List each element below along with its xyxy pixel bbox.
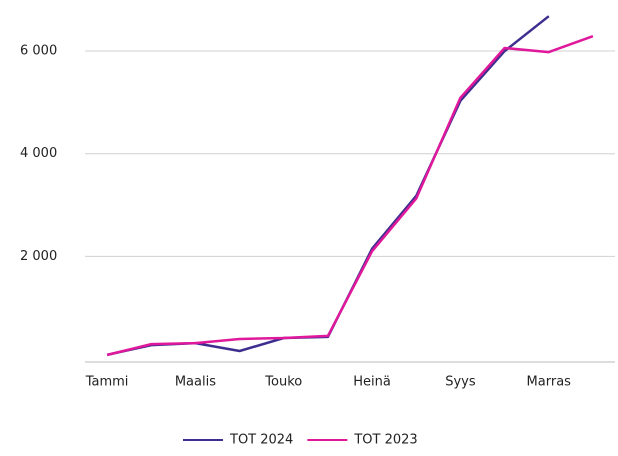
- series-line: [106, 15, 550, 357]
- y-tick-label: 2 000: [20, 249, 57, 264]
- x-tick-label: Marras: [527, 375, 572, 390]
- x-tick-label: Tammi: [85, 375, 129, 390]
- x-tick-label: Maalis: [175, 375, 216, 390]
- legend-label: TOT 2024: [229, 433, 293, 448]
- legend-label: TOT 2023: [353, 433, 417, 448]
- y-tick-label: 4 000: [20, 146, 57, 161]
- x-tick-label: Syys: [445, 375, 476, 390]
- series-line: [106, 35, 594, 357]
- x-tick-label: Touko: [264, 375, 302, 390]
- x-tick-label: Heinä: [353, 375, 391, 390]
- y-tick-label: 6 000: [20, 44, 57, 59]
